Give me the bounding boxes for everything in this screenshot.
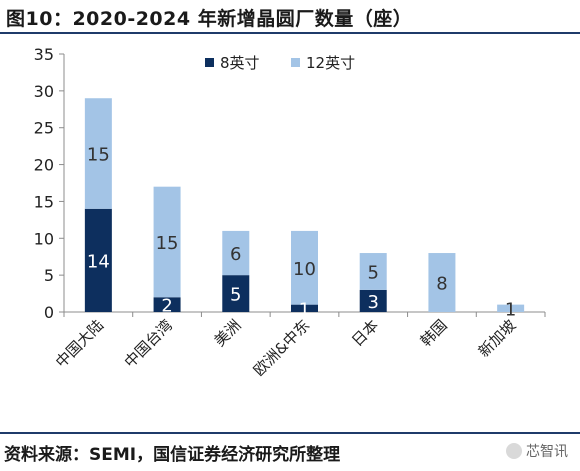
- bar-segment: [359, 253, 387, 290]
- data-label: 3: [367, 292, 378, 313]
- footer-divider: [0, 432, 580, 434]
- data-label: 15: [87, 145, 110, 166]
- x-tick-label: 中国大陆: [52, 316, 107, 371]
- chart-area: 0 5 10 15 20 25 30 35 中国大陆 中国台湾 美洲 欧洲&中东 日本 韩国 新加坡 14 2…: [0, 36, 580, 432]
- bar-segment: [153, 186, 181, 298]
- source-note: 资料来源：SEMI，国信证券经济研究所整理: [4, 445, 341, 465]
- data-label: 15: [156, 233, 179, 254]
- data-label: 5: [367, 262, 378, 283]
- bar-segment: [359, 289, 387, 312]
- bar-segment: [428, 253, 456, 312]
- watermark: 芯智讯: [506, 441, 568, 461]
- legend-swatch: [291, 58, 300, 67]
- x-tick-label: 日本: [348, 316, 382, 350]
- bar-segment: [84, 98, 112, 209]
- bar-segment: [153, 297, 181, 312]
- x-tick-label: 新加坡: [475, 316, 520, 361]
- x-tick-label: 中国台湾: [121, 316, 176, 371]
- y-tick-label: 0: [44, 303, 54, 322]
- bar-segment: [84, 208, 112, 312]
- wechat-icon: [506, 443, 522, 459]
- legend-swatch: [205, 58, 214, 67]
- y-tick-label: 20: [34, 156, 54, 175]
- data-label: 5: [230, 285, 241, 306]
- x-tick-label: 美洲: [211, 316, 245, 350]
- y-tick-label: 30: [34, 82, 54, 101]
- y-tick-label: 25: [34, 119, 54, 138]
- y-tick-label: 10: [34, 229, 54, 248]
- bar-segment: [497, 304, 525, 312]
- data-label: 14: [87, 251, 110, 272]
- y-tick-label: 15: [34, 192, 54, 211]
- bars-group: [84, 98, 525, 312]
- x-tick-label: 韩国: [417, 316, 451, 350]
- chart-title: 图10：2020-2024 年新增晶圆厂数量（座）: [6, 8, 413, 30]
- legend: 8英寸 12英寸: [205, 54, 355, 72]
- y-tick-label: 5: [44, 266, 54, 285]
- data-label: 8: [436, 274, 447, 295]
- y-tick-label: 35: [34, 45, 54, 64]
- legend-label: 8英寸: [220, 54, 260, 72]
- x-tick-label: 欧洲&中东: [250, 316, 313, 379]
- title-divider: [0, 32, 580, 34]
- data-label: 2: [161, 296, 172, 317]
- data-label: 1: [505, 299, 516, 320]
- data-label: 1: [299, 299, 310, 320]
- bar-segment: [291, 230, 318, 305]
- bar-segment: [222, 230, 250, 276]
- bar-segment: [222, 275, 250, 312]
- watermark-text: 芯智讯: [526, 444, 568, 460]
- bar-segment: [291, 304, 318, 312]
- data-label: 6: [230, 244, 241, 265]
- data-labels-group: 14 2 5 1 3 15 15 6 10 5 8 1: [87, 145, 516, 321]
- data-label: 10: [293, 259, 316, 280]
- legend-label: 12英寸: [306, 54, 355, 72]
